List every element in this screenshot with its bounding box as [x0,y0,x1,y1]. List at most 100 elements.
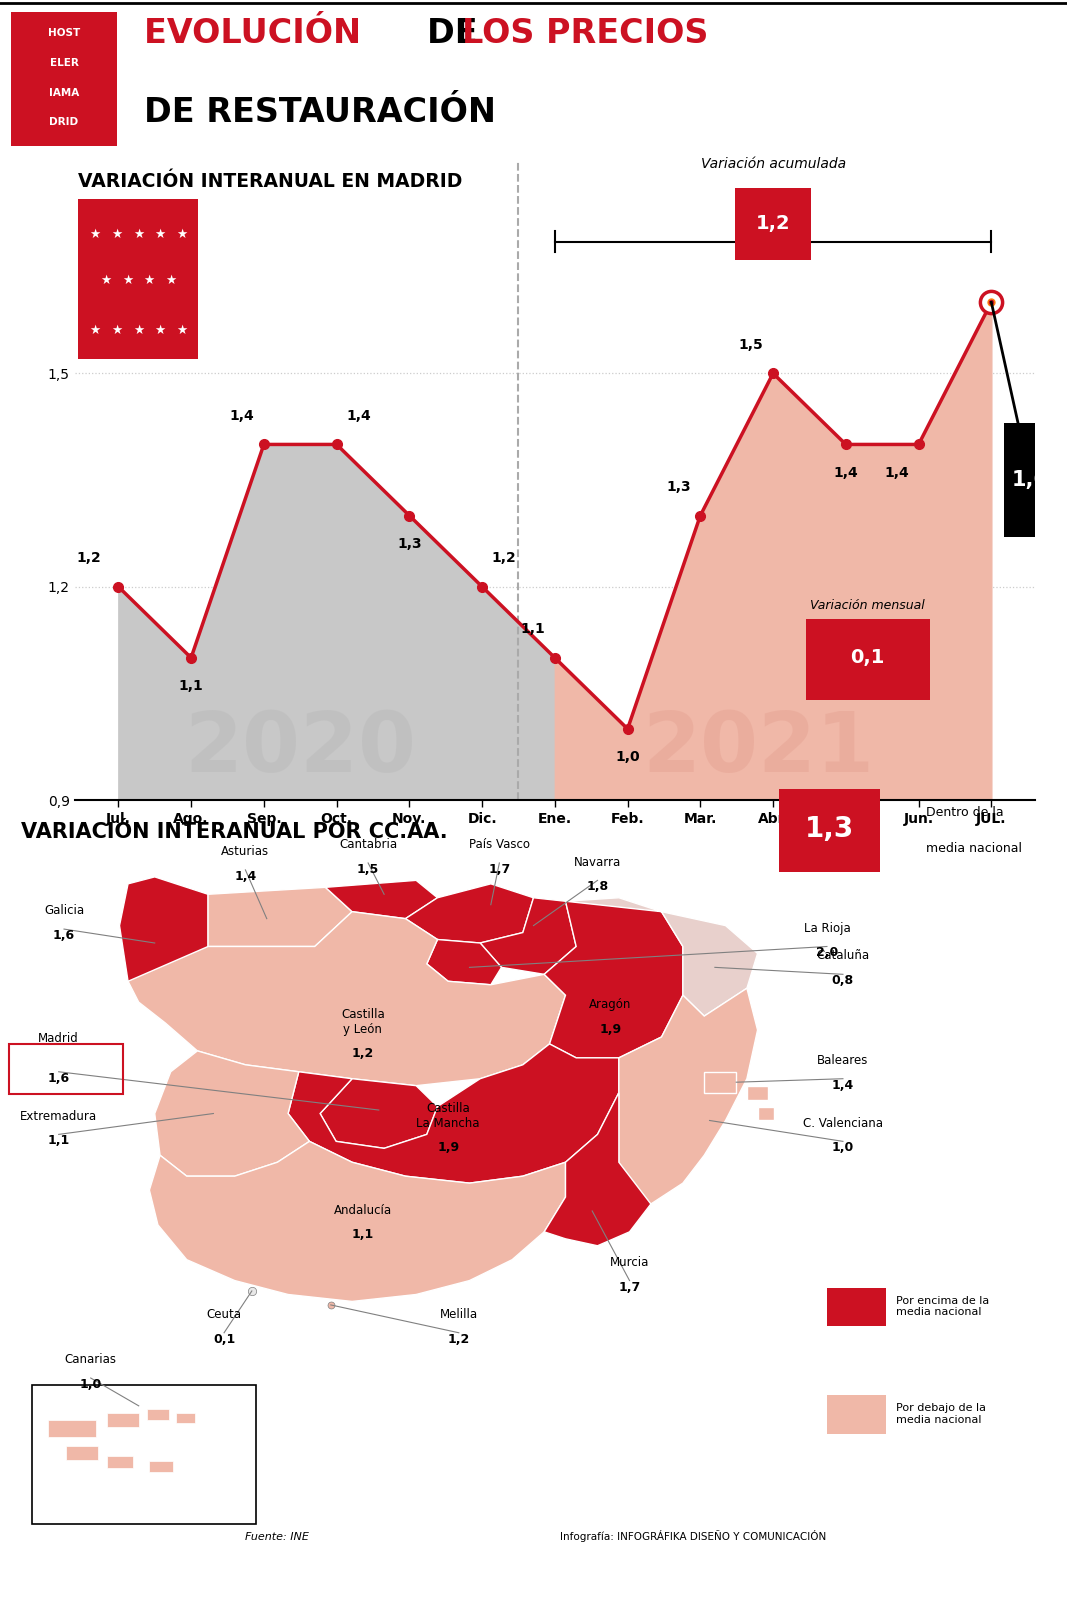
Text: ★: ★ [144,274,155,288]
Text: 1,2: 1,2 [448,1333,469,1346]
Text: C. Valenciana: C. Valenciana [803,1117,882,1130]
Text: HOST: HOST [48,29,80,38]
Text: 1,0: 1,0 [616,750,640,765]
Text: DE RESTAURACIÓN: DE RESTAURACIÓN [144,96,496,130]
Polygon shape [66,1446,98,1461]
Text: Extremadura: Extremadura [20,1109,97,1123]
Text: 1,4: 1,4 [229,410,254,422]
Text: ★: ★ [176,229,188,242]
Text: 1,2: 1,2 [755,214,791,234]
Text: 1,2: 1,2 [77,552,101,565]
Polygon shape [619,989,758,1203]
Text: IAMA: IAMA [49,88,79,98]
Text: 1,5: 1,5 [738,338,764,352]
Text: Por encima de la
media nacional: Por encima de la media nacional [896,1296,989,1317]
Text: Baleares: Baleares [817,1054,869,1067]
Polygon shape [325,880,437,918]
Polygon shape [827,1288,886,1326]
Polygon shape [827,1395,886,1434]
Polygon shape [149,1141,566,1301]
Text: Aragón: Aragón [589,998,632,1011]
Polygon shape [320,1078,437,1149]
FancyBboxPatch shape [735,189,811,259]
Polygon shape [427,939,501,984]
Text: ELER: ELER [49,58,79,69]
Text: VARIACIÓN INTERANUAL POR CC.AA.: VARIACIÓN INTERANUAL POR CC.AA. [21,822,448,842]
Text: EVOLUCIÓN: EVOLUCIÓN [144,18,372,50]
Text: LOS PRECIOS: LOS PRECIOS [462,18,708,50]
Text: media nacional: media nacional [926,842,1021,856]
Text: Dentro de la: Dentro de la [926,805,1003,819]
Polygon shape [176,1413,195,1424]
Polygon shape [288,1043,619,1182]
Text: 1,9: 1,9 [437,1141,459,1154]
Polygon shape [120,877,208,981]
Text: 1,9: 1,9 [600,1022,621,1037]
Text: 1,3: 1,3 [666,480,690,494]
Polygon shape [405,883,534,942]
Text: Melilla: Melilla [440,1307,478,1322]
Text: 0,1: 0,1 [850,648,885,667]
Text: 2021: 2021 [642,709,875,789]
Text: ★: ★ [132,229,144,242]
Text: 1,3: 1,3 [397,538,421,550]
Text: ★: ★ [111,229,122,242]
Text: País Vasco: País Vasco [468,838,530,851]
Text: ★: ★ [132,325,144,338]
Text: 0,8: 0,8 [832,974,854,987]
Text: Castilla
La Mancha: Castilla La Mancha [416,1101,480,1130]
Polygon shape [128,912,566,1086]
Text: Andalucía: Andalucía [334,1203,392,1216]
Text: 2020: 2020 [185,709,416,789]
Text: 0,1: 0,1 [213,1333,235,1346]
Text: 1,0: 1,0 [832,1141,854,1154]
Polygon shape [107,1456,133,1469]
Polygon shape [155,1051,309,1176]
Text: 1,4: 1,4 [833,466,858,480]
Text: Castilla
y León: Castilla y León [340,1008,385,1035]
Text: 1,7: 1,7 [619,1280,640,1293]
Text: 1,1: 1,1 [178,680,204,693]
Text: ★: ★ [111,325,122,338]
Text: DRID: DRID [49,117,79,128]
Polygon shape [704,1072,736,1093]
FancyBboxPatch shape [806,619,929,701]
Text: ★: ★ [155,325,165,338]
Text: 1,6: 1,6 [1012,470,1049,490]
Polygon shape [107,1413,139,1427]
Text: 1,4: 1,4 [832,1078,854,1091]
Text: ★: ★ [155,229,165,242]
Text: ★: ★ [176,325,188,338]
Text: 1,0: 1,0 [80,1378,101,1390]
FancyBboxPatch shape [1004,422,1056,538]
Text: 1,2: 1,2 [492,552,516,565]
Text: 1,1: 1,1 [48,1134,69,1147]
Text: 1,6: 1,6 [53,930,75,942]
Polygon shape [758,1107,774,1120]
Text: 1,4: 1,4 [235,870,256,883]
Text: 1,3: 1,3 [805,814,855,843]
FancyBboxPatch shape [779,789,880,872]
Polygon shape [480,898,576,974]
Polygon shape [747,1086,768,1099]
Text: 1,2: 1,2 [352,1048,373,1061]
Text: Navarra: Navarra [574,856,621,869]
Text: ★: ★ [100,274,111,288]
Polygon shape [32,1386,256,1525]
Polygon shape [566,898,758,1016]
Polygon shape [149,1461,173,1472]
Text: Ceuta: Ceuta [207,1307,241,1322]
Text: Cantabria: Cantabria [339,838,397,851]
Text: Madrid: Madrid [38,1032,79,1059]
Text: VARIACIÓN INTERANUAL EN MADRID: VARIACIÓN INTERANUAL EN MADRID [78,171,463,190]
Polygon shape [208,888,352,947]
FancyBboxPatch shape [78,198,198,358]
Text: Por debajo de la
media nacional: Por debajo de la media nacional [896,1403,986,1426]
Text: 1,6: 1,6 [48,1072,69,1085]
Polygon shape [544,898,683,1058]
Text: 2,0: 2,0 [816,947,838,960]
Text: 1,8: 1,8 [587,880,608,893]
Text: Murcia: Murcia [610,1256,649,1269]
Text: 1,4: 1,4 [885,466,909,480]
Text: 1,1: 1,1 [352,1229,373,1242]
